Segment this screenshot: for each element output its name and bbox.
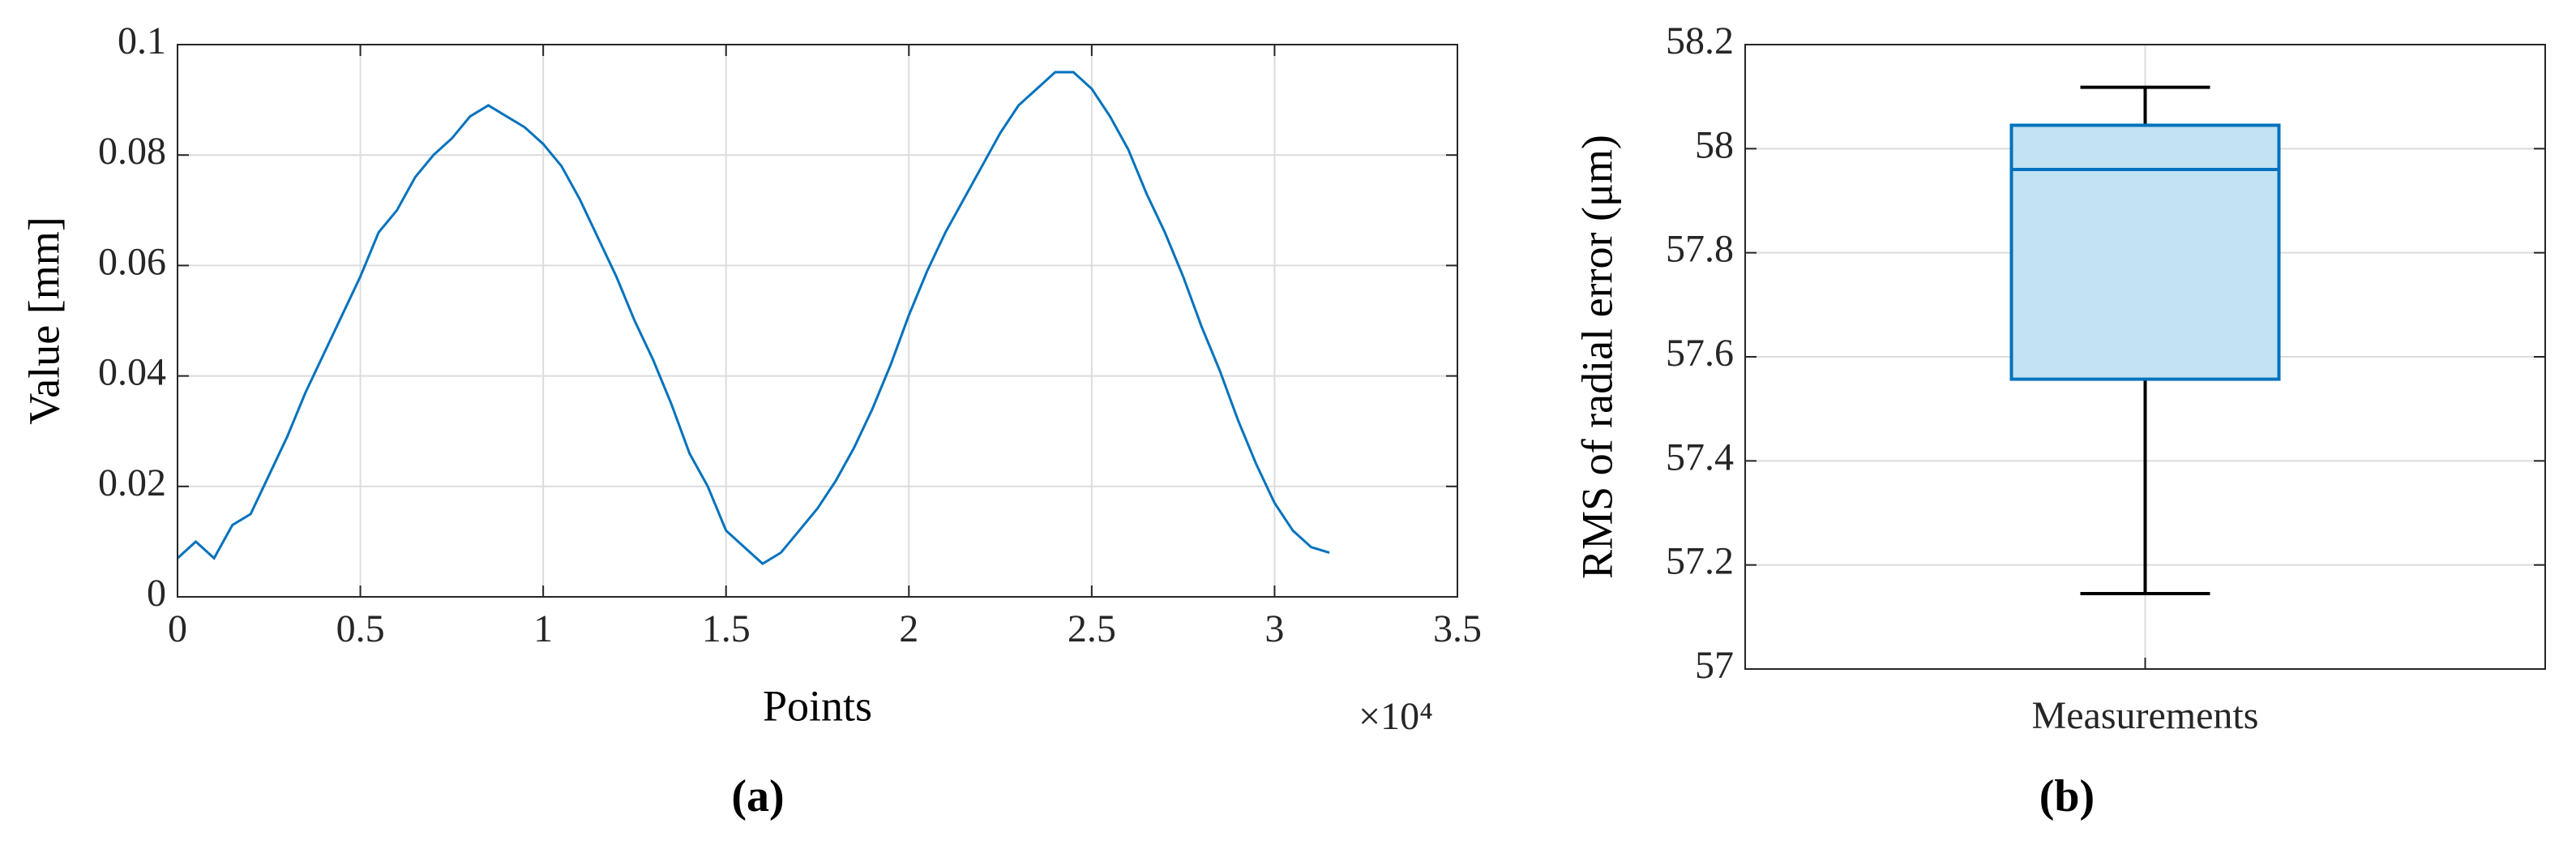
x-multiplier: ×10⁴ xyxy=(1359,695,1433,738)
caption: (b) xyxy=(2039,771,2095,821)
x-tick-label: 1.5 xyxy=(702,607,751,650)
x-tick-label: 2 xyxy=(899,607,918,650)
x-tick-label: 1 xyxy=(533,607,553,650)
caption: (a) xyxy=(731,771,784,821)
y-tick-label: 0.02 xyxy=(98,461,166,504)
data-line xyxy=(176,71,1330,566)
y-tick-label: 57.2 xyxy=(1666,540,1734,583)
box xyxy=(2009,123,2281,381)
x-tick-label: Measurements xyxy=(2032,694,2259,737)
axes-frame xyxy=(177,44,1458,598)
y-tick-label: 0 xyxy=(147,572,166,615)
axes-frame xyxy=(1744,44,2546,670)
y-tick-label: 0.1 xyxy=(118,19,166,62)
y-tick-label: 0.08 xyxy=(98,130,166,173)
x-tick-label: 2.5 xyxy=(1068,607,1116,650)
y-tick-label: 58.2 xyxy=(1666,19,1734,62)
x-axis-label: Points xyxy=(763,681,872,730)
y-tick-label: 58 xyxy=(1695,123,1734,166)
x-tick-label: 0 xyxy=(168,607,187,650)
y-tick-label: 57.8 xyxy=(1666,228,1734,271)
x-tick-label: 3 xyxy=(1264,607,1284,650)
y-axis-label: RMS of radial error (μm) xyxy=(1573,135,1621,579)
x-tick-label: 0.5 xyxy=(336,607,385,650)
y-tick-label: 57 xyxy=(1695,644,1734,687)
y-tick-label: 0.04 xyxy=(98,351,166,394)
y-axis-label: Value [mm] xyxy=(19,217,68,424)
y-tick-label: 0.06 xyxy=(98,240,166,283)
y-tick-label: 57.4 xyxy=(1666,435,1734,478)
x-tick-label: 3.5 xyxy=(1433,607,1482,650)
y-tick-label: 57.6 xyxy=(1666,332,1734,375)
